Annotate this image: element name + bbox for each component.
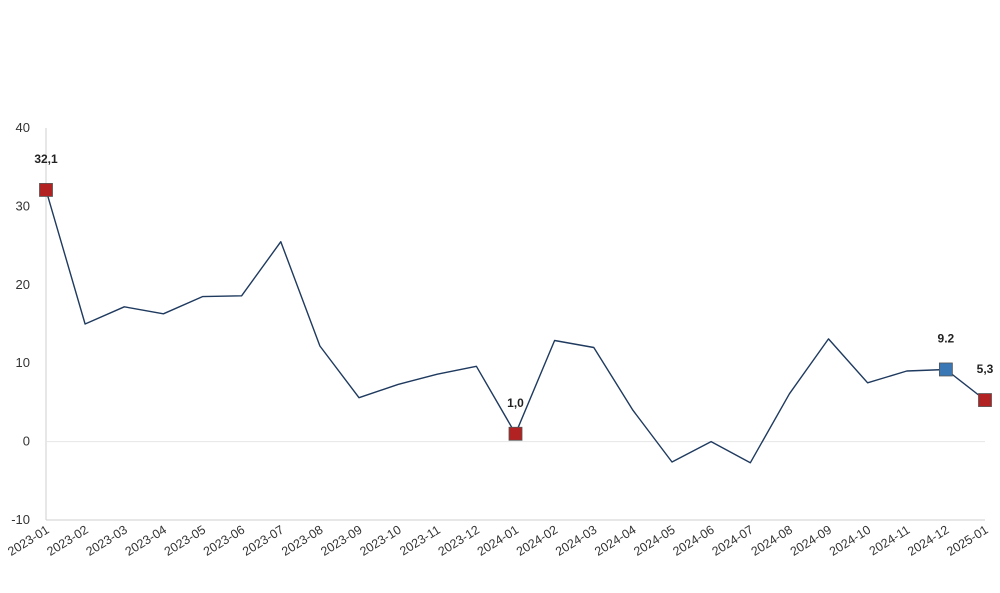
x-tick-label: 2024-12 [905,523,951,559]
y-tick-label: 30 [16,198,30,213]
y-tick-label: 20 [16,277,30,292]
x-tick-label: 2024-11 [867,523,913,559]
x-tick-label: 2023-09 [318,523,364,559]
x-tick-label: 2024-10 [827,523,873,559]
highlight-markers-group [39,183,992,441]
x-tick-label: 2023-07 [240,523,286,559]
series-line [45,189,986,464]
x-tick-label: 2023-05 [162,523,208,559]
data-label: 32,1 [34,152,58,166]
x-tick-label: 2024-09 [788,523,834,559]
x-tick-label: 2023-08 [279,523,325,559]
x-tick-label: 2023-03 [84,523,130,559]
x-tick-label: 2023-06 [201,523,247,559]
data-label: 5,3 [977,362,994,376]
x-tick-label: 2024-01 [475,523,521,559]
x-tick-label: 2024-02 [514,523,560,559]
x-tick-label: 2023-01 [5,523,51,559]
highlight-marker [508,426,523,441]
data-label: 1,0 [507,396,524,410]
x-tick-label: 2024-05 [631,523,677,559]
y-tick-label: -10 [11,512,30,527]
x-tick-label: 2023-11 [397,523,443,559]
x-tick-label: 2024-04 [592,523,638,559]
x-tick-label: 2025-01 [944,523,990,559]
y-tick-label: 0 [23,434,30,449]
x-tick-label: 2023-04 [123,523,169,559]
x-tick-label: 2023-12 [436,523,482,559]
axes-group: -10 0 10 20 30 40 2023-012023-022023-032023-04… [5,120,990,559]
highlight-marker [978,393,992,407]
data-label: 9.2 [938,331,955,345]
highlight-marker [938,362,953,377]
highlight-marker [39,183,53,197]
data-labels-group: 32,1 1,0 9.2 5,3 [34,152,993,410]
x-tick-label: 2024-03 [553,523,599,559]
x-tick-label: 2023-02 [44,523,90,559]
x-tick-label: 2023-10 [357,523,403,559]
x-tick-label: 2024-06 [670,523,716,559]
y-tick-label: 10 [16,355,30,370]
y-tick-label: 40 [16,120,30,135]
series-line-group [45,189,986,464]
x-tick-label: 2024-08 [749,523,795,559]
x-tick-label: 2024-07 [710,523,756,559]
